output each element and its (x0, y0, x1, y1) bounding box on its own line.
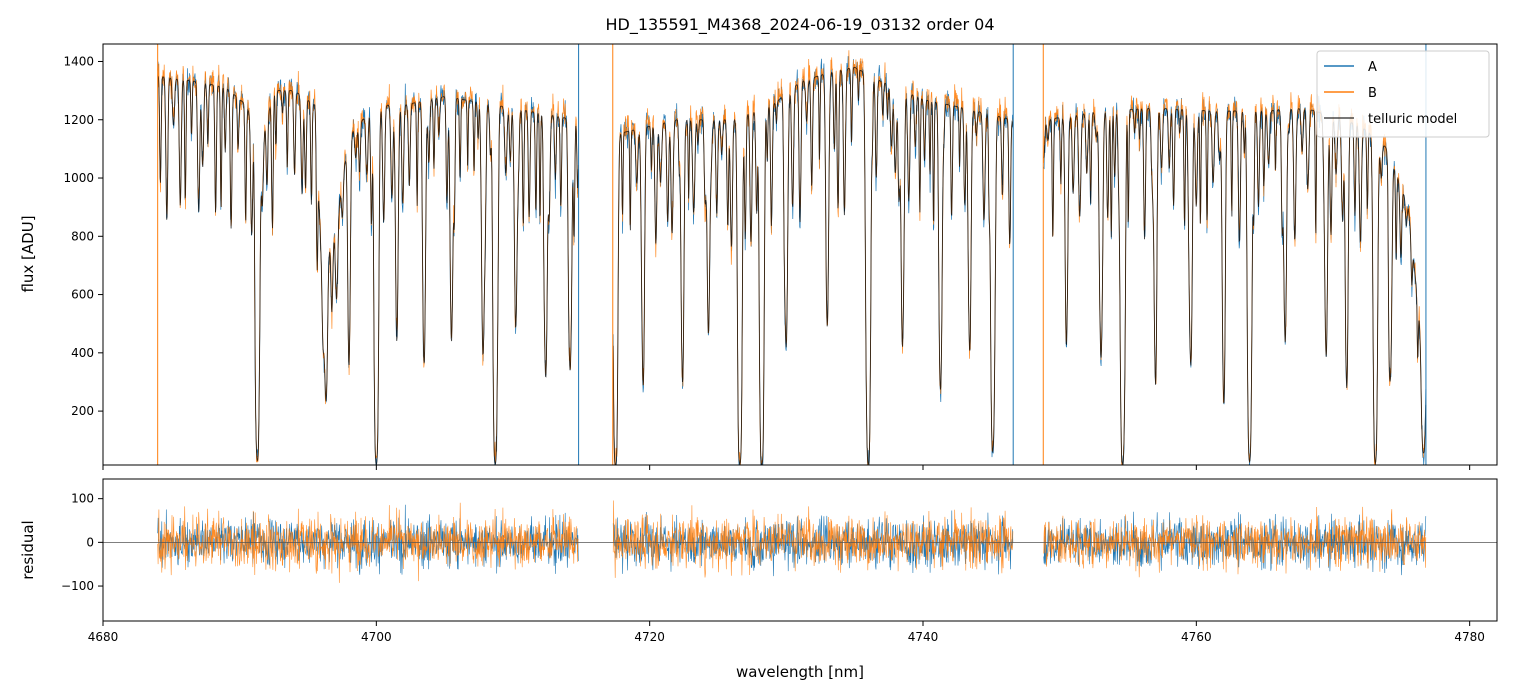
residual-b-line (612, 500, 1014, 578)
flux-plot-frame (102, 43, 1498, 466)
flux-y-tick-label: 1000 (63, 171, 94, 185)
flux-series-group (157, 44, 1427, 465)
x-tick-label: 4780 (1454, 630, 1485, 644)
residual-plot-frame (102, 478, 1498, 622)
x-tick-label: 4680 (88, 630, 119, 644)
flux-y-tick-label: 1200 (63, 113, 94, 127)
legend-label-b: B (1368, 86, 1377, 101)
x-tick-label: 4700 (361, 630, 392, 644)
telluric-model-line (157, 75, 579, 465)
residual-b-line (157, 502, 579, 583)
residual-a-line (612, 510, 1014, 577)
flux-y-tick-label: 1400 (63, 54, 94, 68)
legend: A B telluric model (1316, 50, 1490, 138)
telluric-model-line (612, 66, 1014, 465)
residual-y-tick-label: 100 (71, 492, 94, 506)
x-tick-label: 4740 (908, 630, 939, 644)
x-axis-label: wavelength [nm] (736, 663, 864, 681)
flux-y-tick-label: 600 (71, 288, 94, 302)
flux-y-tick-label: 800 (71, 229, 94, 243)
flux-y-tick-label: 200 (71, 404, 94, 418)
chart-title: HD_135591_M4368_2024-06-19_03132 order 0… (605, 15, 994, 35)
residual-series-group (103, 500, 1497, 583)
flux-y-tick-label: 400 (71, 346, 94, 360)
legend-frame (1316, 50, 1490, 138)
legend-label-a: A (1368, 60, 1377, 75)
residual-y-tick-label: 0 (86, 535, 94, 549)
residual-y-axis-label: residual (19, 520, 37, 579)
flux-y-axis-label: flux [ADU] (19, 215, 37, 292)
x-tick-label: 4720 (634, 630, 665, 644)
flux-axes: 200 400 600 800 1000 1200 1400 (63, 54, 1471, 470)
residual-y-tick-label: −100 (61, 579, 94, 593)
residual-panel: 4680 4700 4720 4740 4760 4780 −100 0 100 residua… (19, 478, 1498, 681)
telluric-model-line (1043, 108, 1427, 465)
x-tick-label: 4760 (1181, 630, 1212, 644)
legend-label-telluric: telluric model (1368, 112, 1457, 127)
residual-axes: 4680 4700 4720 4740 4760 4780 −100 0 100 (61, 492, 1485, 644)
flux-panel: 200 400 600 800 1000 1200 1400 flux [ADU] A B … (19, 43, 1498, 470)
